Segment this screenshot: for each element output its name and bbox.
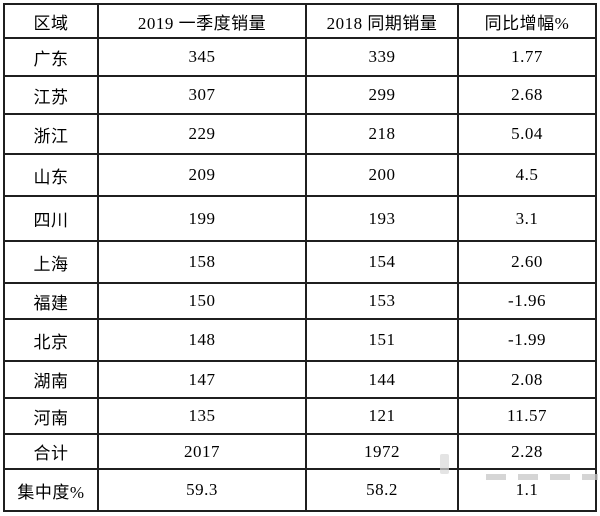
value-cell: 1.77 — [457, 37, 597, 77]
value-cell: 58.2 — [305, 468, 459, 512]
value-cell: 193 — [305, 195, 459, 242]
table-header: 区域 2019 一季度销量 2018 同期销量 同比增幅% — [3, 3, 597, 39]
region-cell: 江苏 — [3, 75, 99, 115]
value-cell: 4.5 — [457, 153, 597, 197]
table-row: 河南 135 121 11.57 — [3, 397, 597, 435]
table-row: 北京 148 151 -1.99 — [3, 318, 597, 362]
value-cell: 299 — [305, 75, 459, 115]
value-cell: 307 — [97, 75, 307, 115]
table-row: 江苏 307 299 2.68 — [3, 75, 597, 115]
table-row: 广东 345 339 1.77 — [3, 37, 597, 77]
table-row: 四川 199 193 3.1 — [3, 195, 597, 242]
value-cell: 2.60 — [457, 240, 597, 284]
value-cell: 345 — [97, 37, 307, 77]
header-row: 区域 2019 一季度销量 2018 同期销量 同比增幅% — [3, 3, 597, 39]
header-region: 区域 — [3, 3, 99, 39]
value-cell: 59.3 — [97, 468, 307, 512]
value-cell: 11.57 — [457, 397, 597, 435]
region-cell: 广东 — [3, 37, 99, 77]
region-cell: 四川 — [3, 195, 99, 242]
value-cell: 199 — [97, 195, 307, 242]
value-cell: -1.96 — [457, 282, 597, 320]
region-cell: 北京 — [3, 318, 99, 362]
value-cell: 153 — [305, 282, 459, 320]
value-cell: 154 — [305, 240, 459, 284]
value-cell: 3.1 — [457, 195, 597, 242]
value-cell: 339 — [305, 37, 459, 77]
value-cell: 158 — [97, 240, 307, 284]
region-cell: 河南 — [3, 397, 99, 435]
value-cell: 209 — [97, 153, 307, 197]
region-cell: 浙江 — [3, 113, 99, 155]
table-body: 广东 345 339 1.77 江苏 307 299 2.68 浙江 229 218 5.04 山东 20… — [3, 37, 597, 512]
value-cell: 200 — [305, 153, 459, 197]
region-cell: 山东 — [3, 153, 99, 197]
region-sales-table: 区域 2019 一季度销量 2018 同期销量 同比增幅% 广东 345 339 1.… — [3, 3, 597, 512]
header-2019-q1-sales: 2019 一季度销量 — [97, 3, 307, 39]
value-cell: 121 — [305, 397, 459, 435]
table-row: 集中度% 59.3 58.2 1.1 — [3, 468, 597, 512]
value-cell: 151 — [305, 318, 459, 362]
value-cell: 1972 — [305, 433, 459, 470]
region-cell: 上海 — [3, 240, 99, 284]
value-cell: 2.08 — [457, 360, 597, 399]
region-cell: 合计 — [3, 433, 99, 470]
value-cell: 144 — [305, 360, 459, 399]
value-cell: 2.28 — [457, 433, 597, 470]
value-cell: 5.04 — [457, 113, 597, 155]
region-cell: 湖南 — [3, 360, 99, 399]
table-row: 湖南 147 144 2.08 — [3, 360, 597, 399]
table-row: 上海 158 154 2.60 — [3, 240, 597, 284]
table-row: 浙江 229 218 5.04 — [3, 113, 597, 155]
value-cell: 2.68 — [457, 75, 597, 115]
table-row: 合计 2017 1972 2.28 — [3, 433, 597, 470]
header-yoy-growth: 同比增幅% — [457, 3, 597, 39]
header-2018-same-period-sales: 2018 同期销量 — [305, 3, 459, 39]
value-cell: 135 — [97, 397, 307, 435]
region-cell: 集中度% — [3, 468, 99, 512]
table-row: 山东 209 200 4.5 — [3, 153, 597, 197]
value-cell: 150 — [97, 282, 307, 320]
table-row: 福建 150 153 -1.96 — [3, 282, 597, 320]
value-cell: 229 — [97, 113, 307, 155]
value-cell: 218 — [305, 113, 459, 155]
value-cell: 1.1 — [457, 468, 597, 512]
region-cell: 福建 — [3, 282, 99, 320]
value-cell: 147 — [97, 360, 307, 399]
value-cell: 148 — [97, 318, 307, 362]
value-cell: 2017 — [97, 433, 307, 470]
value-cell: -1.99 — [457, 318, 597, 362]
